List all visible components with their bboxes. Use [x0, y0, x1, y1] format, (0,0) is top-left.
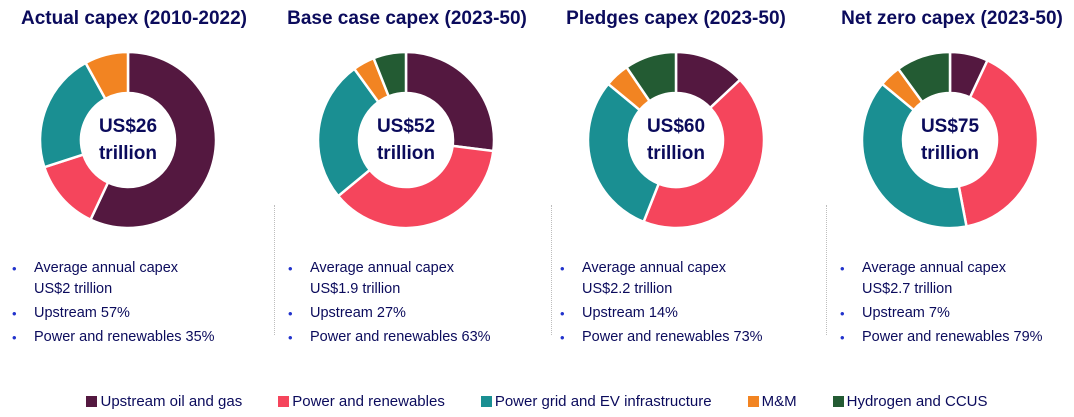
summary-item: • Power and renewables 35%: [12, 327, 215, 348]
bullet-icon: •: [288, 306, 293, 321]
summary-text: Power and renewables 35%: [34, 329, 215, 345]
panel-divider: [826, 205, 827, 335]
legend-swatch: [480, 396, 492, 407]
legend-item-upstream: Upstream oil and gas: [86, 393, 242, 410]
summary-item: • Average annual capex US$2.2 trillion: [560, 258, 763, 300]
summary-list: • Average annual capex US$2.2 trillion • Up…: [560, 258, 763, 351]
legend-label: Power grid and EV infrastructure: [494, 393, 712, 410]
summary-text: Power and renewables 79%: [862, 329, 1043, 345]
summary-text: Average annual capex: [862, 260, 1007, 276]
panel-divider: [274, 205, 275, 335]
legend-item-mm: M&M: [747, 393, 797, 410]
bullet-icon: •: [840, 306, 845, 321]
summary-text: Average annual capex: [582, 260, 727, 276]
legend-swatch: [832, 396, 844, 407]
donut-slice-grid-ev: [586, 82, 661, 224]
panel-divider: [551, 205, 552, 335]
summary-item: • Upstream 57%: [12, 303, 215, 324]
summary-list: • Average annual capex US$2 trillion • Upst…: [12, 258, 215, 351]
bullet-icon: •: [288, 261, 293, 276]
donut-slice-grid-ev: [860, 82, 968, 230]
legend-label: M&M: [761, 393, 797, 410]
bullet-icon: •: [12, 330, 17, 345]
bullet-icon: •: [840, 330, 845, 345]
legend-swatch: [747, 396, 759, 407]
legend-label: Upstream oil and gas: [100, 393, 243, 410]
donut-slice-hydrogen: [371, 50, 408, 98]
donut-slice-upstream: [88, 50, 218, 230]
summary-item: • Power and renewables 73%: [560, 327, 763, 348]
summary-item: • Power and renewables 79%: [840, 327, 1043, 348]
summary-text: Average annual capex: [34, 260, 179, 276]
summary-text: Average annual capex: [310, 260, 455, 276]
donut-chart: US$75 trillion: [860, 50, 1040, 230]
chart-legend: Upstream oil and gas Power and renewable…: [0, 393, 1074, 410]
chart-title: Pledges capex (2023-50): [566, 8, 786, 29]
summary-item: • Average annual capex US$2 trillion: [12, 258, 215, 300]
summary-text: Upstream 14%: [582, 305, 678, 321]
legend-item-hydrogen: Hydrogen and CCUS: [832, 393, 988, 410]
panel-base-case: Base case capex (2023-50) US$52 trillion…: [270, 0, 538, 370]
summary-list: • Average annual capex US$2.7 trillion • Up…: [840, 258, 1043, 351]
donut-chart: US$26 trillion: [38, 50, 218, 230]
bullet-icon: •: [12, 306, 17, 321]
legend-swatch: [86, 396, 98, 407]
chart-title: Actual capex (2010-2022): [20, 8, 247, 29]
panel-net-zero: Net zero capex (2023-50) US$75 trillion …: [810, 0, 1074, 370]
summary-text-2: US$2 trillion: [34, 281, 113, 297]
summary-list: • Average annual capex US$1.9 trillion • Up…: [288, 258, 491, 351]
donut-svg: [316, 50, 496, 230]
summary-item: • Average annual capex US$1.9 trillion: [288, 258, 491, 300]
summary-item: • Upstream 7%: [840, 303, 1043, 324]
bullet-icon: •: [12, 261, 17, 276]
bullet-icon: •: [560, 261, 565, 276]
bullet-icon: •: [560, 306, 565, 321]
donut-slice-power: [336, 144, 495, 230]
summary-text: Power and renewables 63%: [310, 329, 491, 345]
donut-svg: [860, 50, 1040, 230]
summary-item: • Upstream 14%: [560, 303, 763, 324]
donut-slice-grid-ev: [316, 67, 381, 198]
panel-pledges: Pledges capex (2023-50) US$60 trillion •…: [540, 0, 808, 370]
bullet-icon: •: [560, 330, 565, 345]
donut-slice-hydrogen: [896, 50, 952, 104]
donut-slice-mm: [83, 50, 130, 101]
bullet-icon: •: [840, 261, 845, 276]
panel-actual: Actual capex (2010-2022) US$26 trillion …: [0, 0, 268, 370]
donut-slice-power: [957, 58, 1040, 228]
summary-text-2: US$1.9 trillion: [310, 281, 401, 297]
legend-item-grid-ev: Power grid and EV infrastructure: [480, 393, 712, 410]
chart-title: Base case capex (2023-50): [287, 8, 527, 29]
summary-item: • Average annual capex US$2.7 trillion: [840, 258, 1043, 300]
summary-text: Upstream 27%: [310, 305, 406, 321]
summary-text: Power and renewables 73%: [582, 329, 763, 345]
summary-item: • Power and renewables 63%: [288, 327, 491, 348]
legend-label: Hydrogen and CCUS: [846, 393, 988, 410]
donut-svg: [38, 50, 218, 230]
legend-item-power: Power and renewables: [278, 393, 445, 410]
legend-swatch: [278, 396, 290, 407]
donut-slice-hydrogen: [624, 50, 678, 103]
summary-text: Upstream 7%: [862, 305, 950, 321]
legend-label: Power and renewables: [292, 393, 445, 410]
donut-slice-upstream: [404, 50, 496, 153]
chart-title: Net zero capex (2023-50): [841, 8, 1063, 29]
donut-chart: US$60 trillion: [586, 50, 766, 230]
donut-chart: US$52 trillion: [316, 50, 496, 230]
donut-slice-power: [641, 77, 766, 230]
summary-text-2: US$2.2 trillion: [582, 281, 673, 297]
donut-svg: [586, 50, 766, 230]
summary-text-2: US$2.7 trillion: [862, 281, 953, 297]
bullet-icon: •: [288, 330, 293, 345]
summary-item: • Upstream 27%: [288, 303, 491, 324]
summary-text: Upstream 57%: [34, 305, 130, 321]
